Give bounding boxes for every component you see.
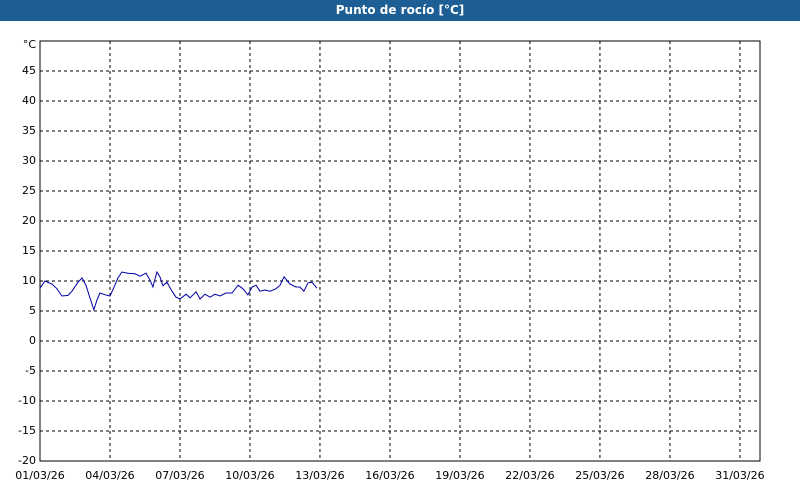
- x-tick-label: 07/03/26: [155, 469, 204, 482]
- y-tick-label: 35: [22, 124, 36, 137]
- y-tick-label: 40: [22, 94, 36, 107]
- x-tick-label: 19/03/26: [435, 469, 484, 482]
- x-tick-label: 28/03/26: [645, 469, 694, 482]
- y-tick-label: -20: [18, 454, 36, 467]
- y-tick-label: 25: [22, 184, 36, 197]
- x-tick-label: 25/03/26: [575, 469, 624, 482]
- data-line: [39, 270, 318, 312]
- y-tick-label: -5: [25, 364, 36, 377]
- x-tick-label: 16/03/26: [365, 469, 414, 482]
- window-title: Punto de rocío [°C]: [0, 0, 800, 21]
- y-tick-label: 5: [29, 304, 36, 317]
- y-tick-label: 15: [22, 244, 36, 257]
- y-tick-label: 30: [22, 154, 36, 167]
- y-tick-label: 0: [29, 334, 36, 347]
- x-tick-label: 22/03/26: [505, 469, 554, 482]
- x-tick-label: 13/03/26: [295, 469, 344, 482]
- x-tick-label: 01/03/26: [15, 469, 64, 482]
- x-tick-label: 10/03/26: [225, 469, 274, 482]
- y-tick-label: -10: [18, 394, 36, 407]
- x-tick-label: 31/03/26: [715, 469, 764, 482]
- x-tick-label: 04/03/26: [85, 469, 134, 482]
- y-unit: °C: [23, 38, 37, 51]
- plot-frame: [39, 40, 761, 462]
- y-tick-label: 10: [22, 274, 36, 287]
- y-tick-label: 20: [22, 214, 36, 227]
- y-tick-label: 45: [22, 64, 36, 77]
- y-tick-label: -15: [18, 424, 36, 437]
